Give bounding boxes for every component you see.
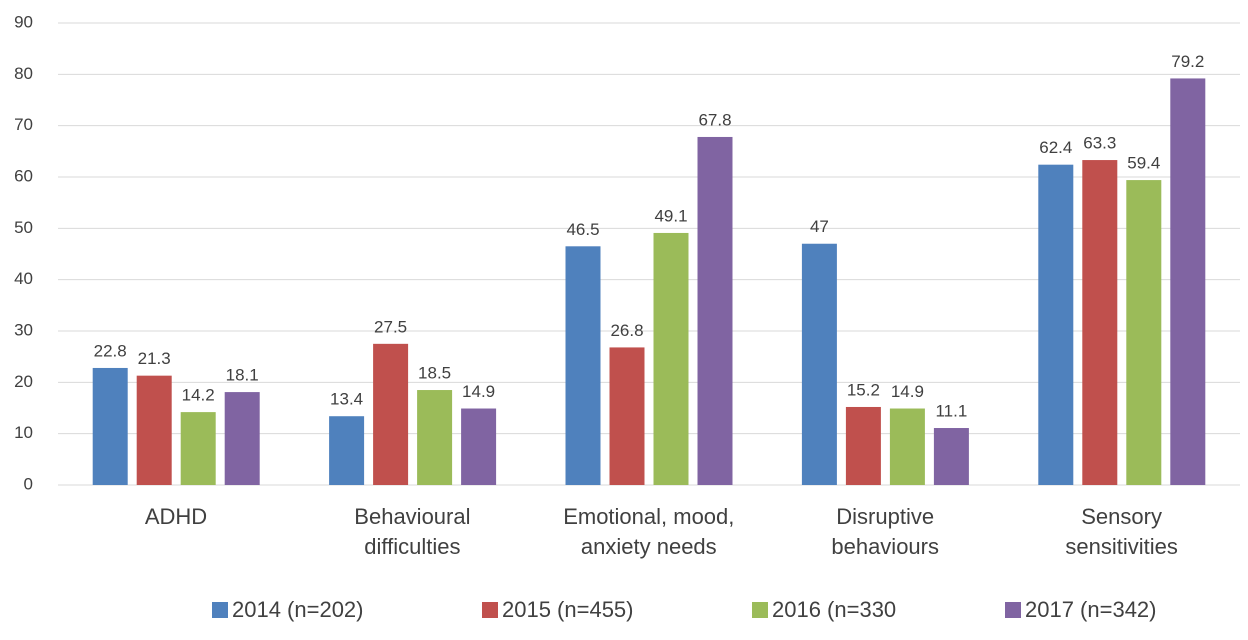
x-tick-label: Behavioural difficulties <box>354 504 471 559</box>
x-tick-label: Sensory sensitivities <box>1065 504 1178 559</box>
bar <box>224 392 260 485</box>
y-tick-label: 20 <box>14 372 33 391</box>
value-label: 26.8 <box>610 321 643 340</box>
value-label: 13.4 <box>330 390 363 409</box>
y-tick-label: 10 <box>14 423 33 442</box>
legend-label: 2016 (n=330 <box>772 597 896 622</box>
bar <box>889 408 925 485</box>
legend-swatch <box>1005 602 1021 618</box>
legend-swatch <box>482 602 498 618</box>
value-label: 14.9 <box>462 382 495 401</box>
y-tick-label: 80 <box>14 64 33 83</box>
bar <box>417 390 453 485</box>
x-tick-label: ADHD <box>144 504 208 529</box>
bar <box>845 406 881 485</box>
value-label: 18.1 <box>226 366 259 385</box>
bar <box>461 408 497 485</box>
value-label: 59.4 <box>1127 154 1160 173</box>
y-tick-label: 30 <box>14 320 33 339</box>
y-tick-label: 90 <box>14 12 33 31</box>
bar <box>1082 160 1118 485</box>
bar <box>329 416 365 485</box>
value-label: 49.1 <box>654 206 687 225</box>
value-label: 15.2 <box>847 380 880 399</box>
y-tick-label: 40 <box>14 269 33 288</box>
value-label: 47 <box>810 217 829 236</box>
value-label: 14.2 <box>182 386 215 405</box>
value-label: 18.5 <box>418 364 451 383</box>
legend-swatch <box>752 602 768 618</box>
y-tick-label: 60 <box>14 166 33 185</box>
bar <box>609 347 645 485</box>
legend-label: 2015 (n=455) <box>502 597 634 622</box>
legend-label: 2014 (n=202) <box>232 597 364 622</box>
value-label: 67.8 <box>698 110 731 129</box>
bar <box>92 367 128 485</box>
legend-label: 2017 (n=342) <box>1025 597 1157 622</box>
y-tick-label: 70 <box>14 115 33 134</box>
value-label: 46.5 <box>566 220 599 239</box>
y-tick-label: 0 <box>24 474 33 493</box>
bar <box>373 343 409 485</box>
value-label: 14.9 <box>891 382 924 401</box>
value-label: 11.1 <box>935 402 967 421</box>
bar <box>1126 180 1162 485</box>
bar <box>1038 164 1074 485</box>
bar <box>136 375 172 485</box>
bar <box>801 243 837 485</box>
bar <box>1170 78 1206 485</box>
value-label: 21.3 <box>138 349 171 368</box>
bar <box>653 232 689 485</box>
y-tick-label: 50 <box>14 218 33 237</box>
value-label: 63.3 <box>1083 134 1116 153</box>
bar <box>697 136 733 485</box>
legend-swatch <box>212 602 228 618</box>
value-label: 62.4 <box>1039 138 1072 157</box>
value-label: 79.2 <box>1171 52 1204 71</box>
x-tick-label: Emotional, mood, anxiety needs <box>563 504 735 559</box>
x-tick-label: Disruptive behaviours <box>831 504 939 559</box>
bar <box>180 412 216 485</box>
value-label: 27.5 <box>374 317 407 336</box>
value-label: 22.8 <box>94 341 127 360</box>
bar <box>933 428 969 485</box>
bar <box>565 246 601 485</box>
